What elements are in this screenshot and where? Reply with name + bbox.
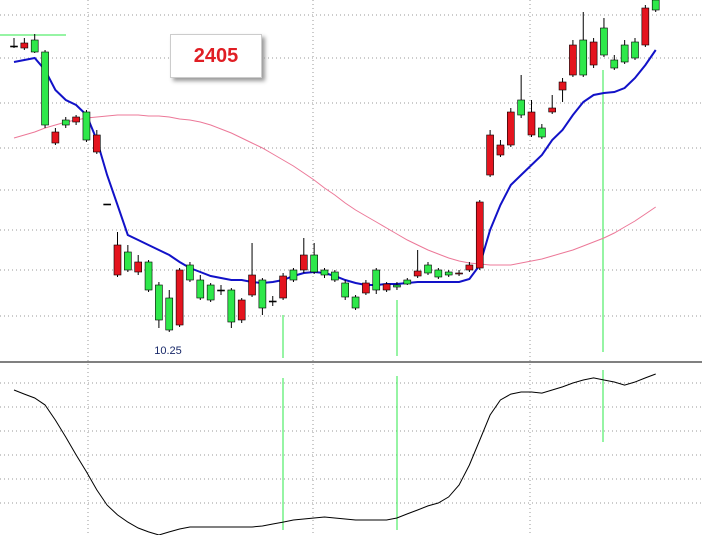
candle-body [641, 7, 650, 46]
candle-body [506, 111, 515, 146]
candle-body [134, 261, 142, 273]
candle-body [496, 144, 505, 156]
candle-body [248, 274, 256, 296]
candle-body [341, 282, 350, 298]
candle-body [165, 297, 174, 331]
candle-body [527, 111, 536, 136]
candle-body [175, 269, 184, 326]
candle-body [206, 284, 215, 301]
moving-average [13, 114, 656, 266]
candle-body [589, 41, 598, 66]
candle-body [538, 127, 546, 138]
candle-body [155, 284, 163, 321]
candle-body [82, 111, 91, 141]
candle-body [72, 116, 80, 123]
candle-body [651, 0, 660, 11]
candle-body [558, 81, 567, 91]
candle-body [413, 270, 422, 277]
candle-body [631, 41, 639, 59]
candle-body [620, 44, 629, 63]
candle-body [455, 272, 463, 275]
candle-body [434, 269, 443, 278]
candle-body [362, 282, 370, 294]
candle-body [548, 107, 557, 113]
candle-body [144, 261, 153, 291]
candle-body [475, 201, 484, 269]
candle-body [600, 27, 608, 56]
annotation: 10.25 [154, 345, 182, 357]
indicator-panel [13, 373, 656, 535]
candle-body [217, 289, 225, 292]
candle-body [610, 59, 619, 69]
candle-body [113, 244, 122, 276]
candle-body [310, 254, 318, 273]
candle-body [579, 39, 588, 76]
candle-body [279, 275, 287, 299]
candle-body [424, 264, 432, 274]
chart-title: 2405 [170, 34, 262, 78]
candle-body [61, 119, 70, 126]
indicator-line [13, 373, 656, 535]
candle-body [331, 271, 339, 281]
candle-body [289, 269, 298, 281]
candle-body [569, 44, 577, 76]
candle-body [41, 51, 49, 126]
candle-body [237, 299, 246, 321]
candle-body [517, 99, 525, 116]
candle-body [382, 283, 391, 291]
candle-body [51, 131, 60, 144]
candle-body [268, 300, 277, 303]
candle-body [299, 254, 308, 271]
candle-body [124, 251, 132, 271]
candle-body [30, 39, 39, 53]
candle-body [20, 42, 29, 49]
candle-body [444, 271, 453, 276]
candle-body [372, 269, 381, 291]
candle-body [465, 264, 474, 271]
candle-body [10, 45, 18, 48]
candle-body [351, 296, 360, 309]
signal-lines [282, 70, 604, 530]
candle-body [258, 279, 267, 309]
candle-body [320, 269, 329, 276]
candle-body [93, 134, 101, 153]
candle-body [196, 279, 205, 299]
candle-body [393, 284, 401, 288]
candle-body [103, 203, 111, 206]
candle-body [403, 279, 412, 285]
candle-body [227, 289, 236, 323]
price-panel [10, 0, 660, 332]
candle-body [186, 264, 194, 281]
candle-body [486, 134, 494, 176]
